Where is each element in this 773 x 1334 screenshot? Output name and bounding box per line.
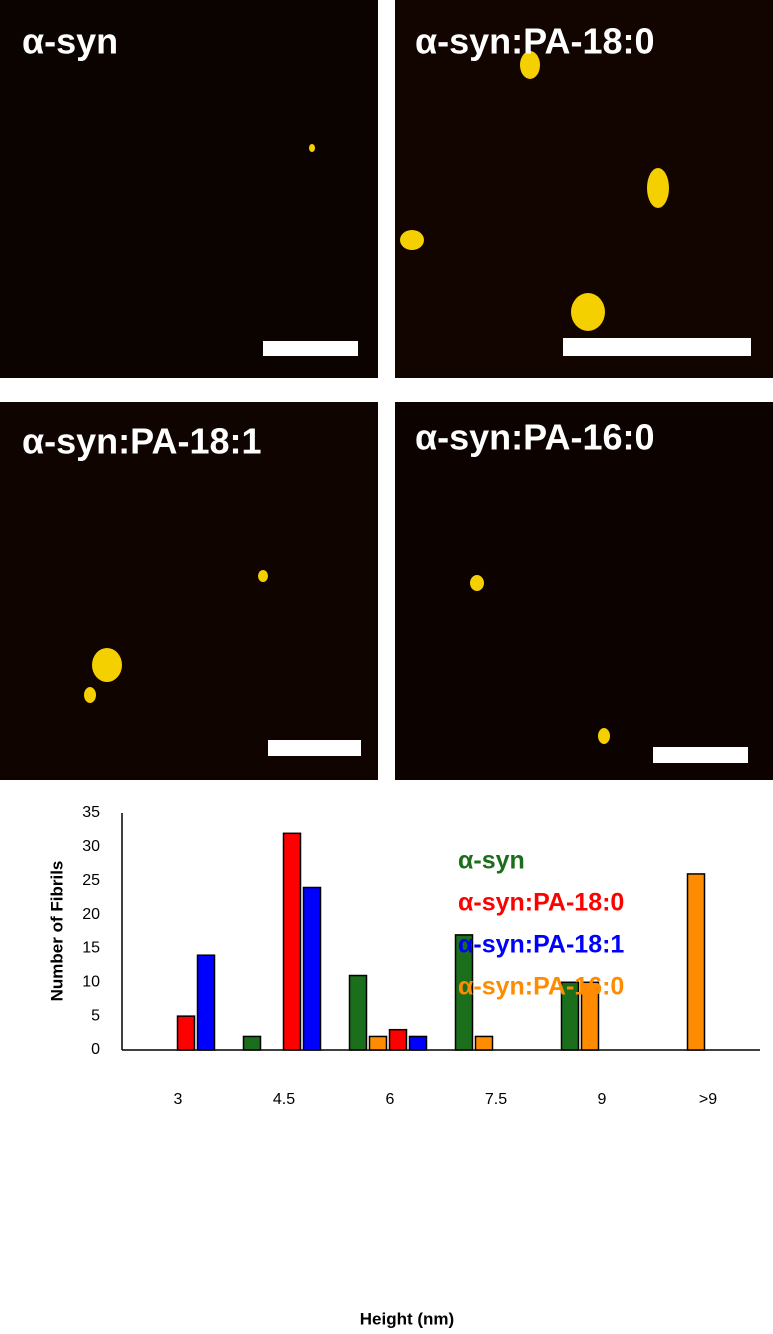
x-axis-title: Height (nm) bbox=[360, 1309, 454, 1328]
x-tick-label: 6 bbox=[386, 1091, 395, 1108]
panel-label: α-syn:PA-18:0 bbox=[415, 21, 655, 62]
bar bbox=[560, 981, 580, 1051]
x-tick-label: 4.5 bbox=[273, 1091, 295, 1108]
y-tick-label: 20 bbox=[82, 906, 100, 923]
bar bbox=[368, 1035, 388, 1051]
bar bbox=[242, 1035, 262, 1051]
y-tick-label: 35 bbox=[82, 804, 100, 821]
bar bbox=[388, 1028, 408, 1051]
y-axis-title: Number of Fibrils bbox=[47, 861, 66, 1002]
legend-entry: α-syn:PA-18:1 bbox=[458, 931, 624, 959]
legend-entry: α-syn bbox=[458, 847, 525, 875]
bar bbox=[348, 974, 368, 1051]
y-tick-label: 0 bbox=[91, 1041, 100, 1058]
scale-bar bbox=[563, 338, 751, 356]
bar bbox=[176, 1015, 196, 1051]
y-tick-label: 25 bbox=[82, 872, 100, 889]
y-tick-label: 15 bbox=[82, 940, 100, 957]
micrograph bbox=[0, 402, 378, 780]
y-tick-label: 30 bbox=[82, 838, 100, 855]
micrograph-panels: α-syn α-syn:PA-18:0 α-syn:PA-18:1 α-syn:… bbox=[0, 0, 773, 780]
panel-label: α-syn:PA-16:0 bbox=[415, 417, 655, 458]
micrograph bbox=[395, 402, 773, 780]
micrograph bbox=[0, 0, 378, 378]
x-tick-label: 3 bbox=[174, 1091, 183, 1108]
bar bbox=[302, 886, 322, 1051]
y-tick-label: 10 bbox=[82, 974, 100, 991]
bar bbox=[580, 981, 600, 1051]
scale-bar bbox=[653, 747, 748, 763]
bar bbox=[196, 954, 216, 1051]
bar bbox=[282, 832, 302, 1051]
bar bbox=[408, 1035, 428, 1051]
panel-label: α-syn:PA-18:1 bbox=[22, 421, 262, 462]
bar bbox=[686, 873, 706, 1051]
bar bbox=[474, 1035, 494, 1051]
x-tick-label: 7.5 bbox=[485, 1091, 507, 1108]
x-tick-label: 9 bbox=[598, 1091, 607, 1108]
legend-entry: α-syn:PA-18:0 bbox=[458, 889, 624, 917]
legend-entry: α-syn:PA-16:0 bbox=[458, 973, 624, 1001]
y-tick-label: 5 bbox=[91, 1007, 100, 1024]
panel-label: α-syn bbox=[22, 21, 118, 62]
bar bbox=[454, 934, 474, 1051]
scale-bar bbox=[268, 740, 361, 756]
x-tick-label: >9 bbox=[699, 1091, 717, 1108]
particles bbox=[84, 51, 669, 744]
scale-bar bbox=[263, 341, 358, 356]
